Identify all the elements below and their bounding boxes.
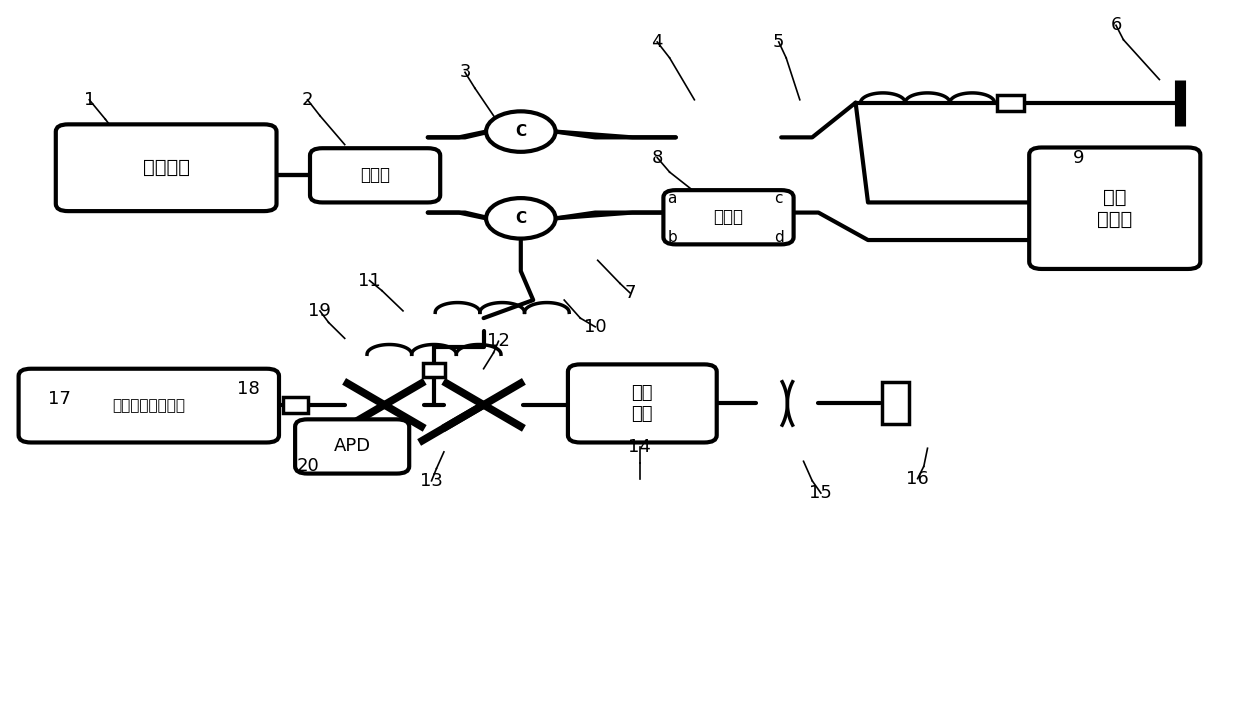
Text: 3: 3	[459, 64, 471, 81]
Text: c: c	[775, 192, 782, 206]
Bar	[283, 397, 308, 413]
Text: 4: 4	[651, 33, 663, 51]
Text: 自发荧光激发光源: 自发荧光激发光源	[113, 398, 185, 413]
FancyBboxPatch shape	[663, 190, 794, 244]
Text: C: C	[516, 124, 526, 139]
Text: C: C	[516, 211, 526, 226]
Text: 14: 14	[629, 438, 651, 455]
FancyBboxPatch shape	[56, 124, 277, 211]
FancyBboxPatch shape	[1029, 147, 1200, 269]
Text: 宽谱光源: 宽谱光源	[143, 158, 190, 177]
Text: 耦合器: 耦合器	[713, 208, 744, 226]
Text: 扫描
振镖: 扫描 振镖	[631, 384, 653, 423]
Bar	[882, 382, 909, 424]
Text: 19: 19	[309, 302, 331, 320]
Text: 平衡
探测器: 平衡 探测器	[1097, 188, 1132, 228]
Text: b: b	[667, 230, 677, 244]
Text: a: a	[667, 192, 677, 206]
Bar	[423, 363, 445, 377]
FancyBboxPatch shape	[19, 369, 279, 442]
Text: d: d	[774, 230, 784, 244]
Text: 9: 9	[1073, 149, 1085, 166]
Text: 6: 6	[1110, 17, 1122, 34]
Text: 7: 7	[624, 284, 636, 301]
Text: 17: 17	[48, 390, 71, 408]
FancyBboxPatch shape	[295, 419, 409, 474]
Circle shape	[486, 198, 556, 239]
Text: 耦合器: 耦合器	[360, 166, 391, 184]
Text: APD: APD	[334, 437, 371, 455]
Text: 10: 10	[584, 318, 606, 335]
Text: 11: 11	[358, 272, 381, 289]
Text: 15: 15	[810, 484, 832, 502]
Text: 2: 2	[301, 91, 314, 108]
Bar	[997, 95, 1024, 111]
Text: 20: 20	[296, 458, 319, 475]
Text: 18: 18	[237, 380, 259, 398]
Text: 1: 1	[83, 91, 95, 108]
Text: 12: 12	[487, 333, 510, 350]
FancyBboxPatch shape	[310, 148, 440, 202]
FancyBboxPatch shape	[568, 364, 717, 442]
Text: 5: 5	[773, 33, 785, 51]
Text: 13: 13	[420, 472, 443, 489]
Text: 8: 8	[651, 149, 663, 166]
Circle shape	[486, 111, 556, 152]
Text: 16: 16	[906, 470, 929, 487]
